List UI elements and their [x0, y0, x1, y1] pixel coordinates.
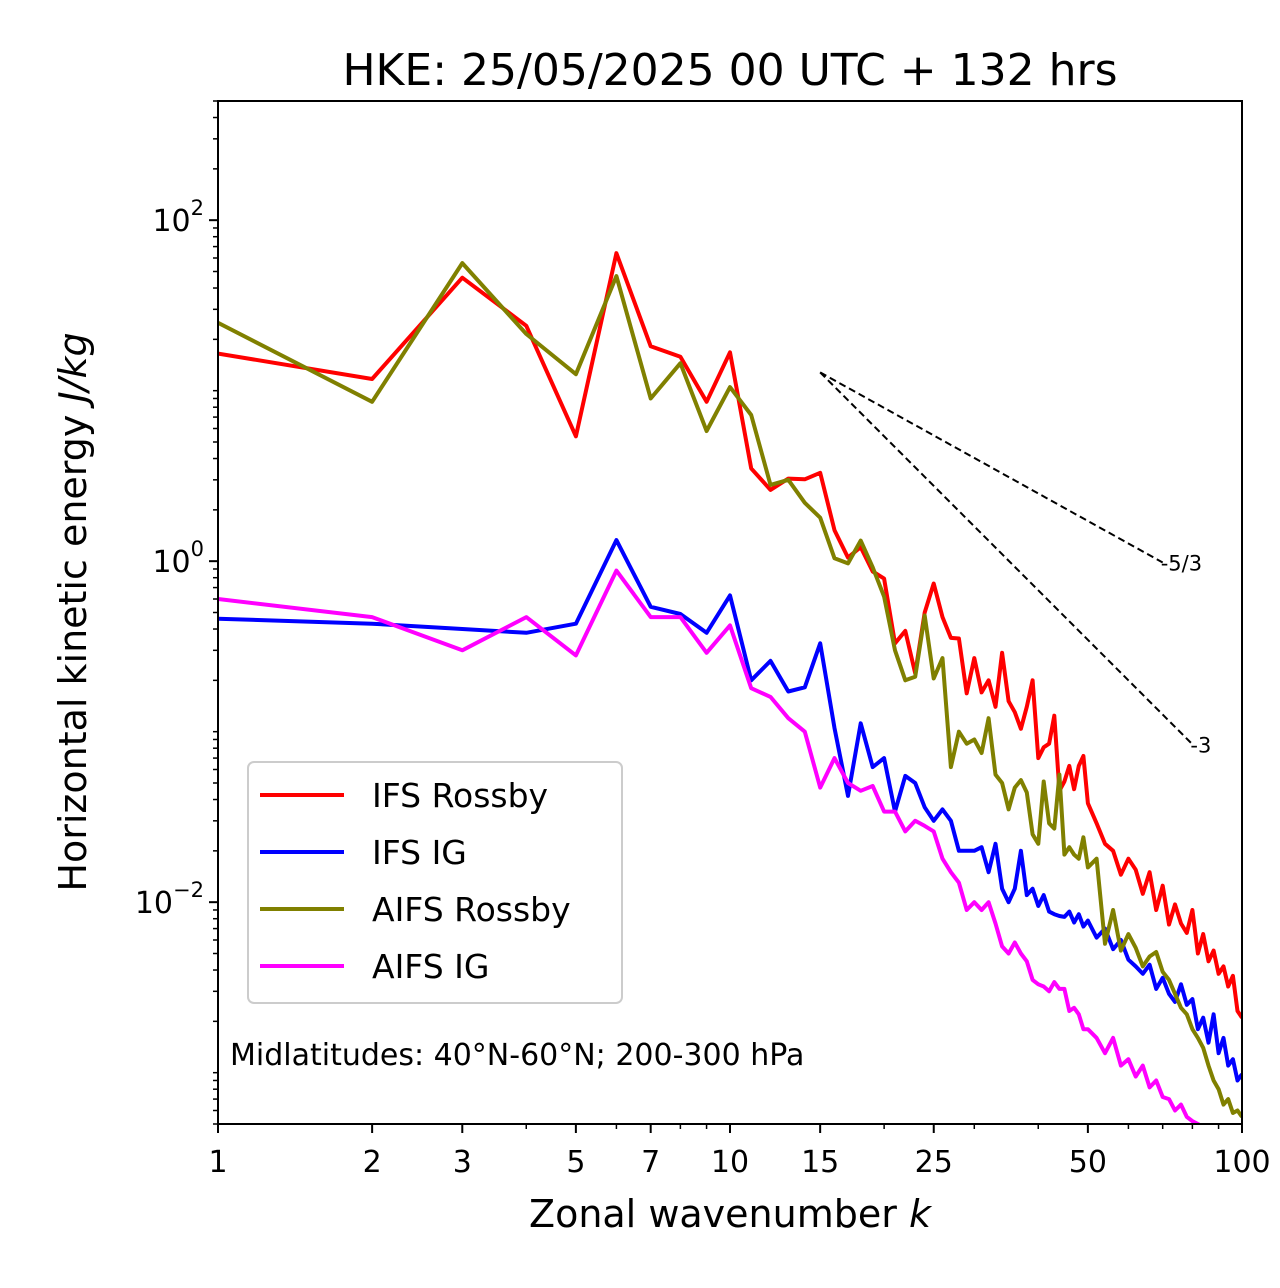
legend-label: AIFS IG: [372, 947, 489, 986]
x-axis-label: Zonal wavenumber k: [529, 1192, 933, 1236]
y-tick-exponent: 0: [191, 537, 204, 561]
region-annotation: Midlatitudes: 40°N-60°N; 200-300 hPa: [230, 1038, 804, 1073]
x-tick-label: 15: [801, 1145, 839, 1180]
legend: IFS Rossby IFS IG AIFS Rossby AIFS IG: [247, 761, 623, 1004]
legend-label: IFS Rossby: [372, 776, 548, 815]
legend-label: IFS IG: [372, 833, 467, 872]
x-tick-label: 7: [641, 1145, 660, 1180]
legend-label: AIFS Rossby: [372, 890, 571, 929]
chart-title: HKE: 25/05/2025 00 UTC + 132 hrs: [342, 45, 1117, 96]
series-line-ifs-rossby: [218, 251, 1242, 1019]
series-line-aifs-rossby: [218, 261, 1242, 1119]
series-line-aifs-ig: [218, 568, 1202, 1124]
x-axis-label-text: Zonal wavenumber: [529, 1192, 909, 1236]
legend-box: [247, 761, 623, 1004]
y-tick-label: 102: [152, 196, 204, 239]
series-line-ifs-ig: [218, 538, 1242, 1083]
y-tick-base: 10: [135, 886, 173, 921]
x-tick-label: 2: [363, 1145, 382, 1180]
x-axis-ticks: 1 2 3 5 7 10 15 25 50 100: [208, 1124, 1271, 1180]
y-axis-label-unit: J/kg: [51, 332, 95, 409]
x-tick-label: 5: [566, 1145, 585, 1180]
y-tick-exponent: 2: [191, 196, 204, 220]
y-tick-label: 10−2: [135, 878, 204, 921]
y-axis-label: Horizontal kinetic energy J/kg: [51, 332, 95, 891]
reference-slope-label: -3: [1190, 733, 1211, 757]
legend-items: IFS Rossby IFS IG AIFS Rossby AIFS IG: [260, 776, 571, 986]
y-tick-label: 100: [152, 537, 204, 580]
plot-frame: [217, 100, 1243, 1125]
x-tick-label: 3: [453, 1145, 472, 1180]
reference-slopes: -5/3 -3: [819, 371, 1211, 757]
x-tick-label: 1: [208, 1145, 227, 1180]
x-tick-label: 50: [1069, 1145, 1107, 1180]
y-tick-base: 10: [152, 204, 190, 239]
x-tick-label: 100: [1213, 1145, 1270, 1180]
y-tick-base: 10: [152, 545, 190, 580]
x-axis-label-variable: k: [909, 1192, 933, 1236]
y-axis-label-text: Horizontal kinetic energy: [51, 403, 95, 892]
y-tick-exponent: −2: [173, 878, 204, 902]
x-tick-label: 10: [711, 1145, 749, 1180]
series-layer: [218, 251, 1242, 1124]
reference-slope-label: -5/3: [1161, 552, 1202, 576]
x-tick-label: 25: [915, 1145, 953, 1180]
reference-slope-line: [819, 371, 1164, 564]
